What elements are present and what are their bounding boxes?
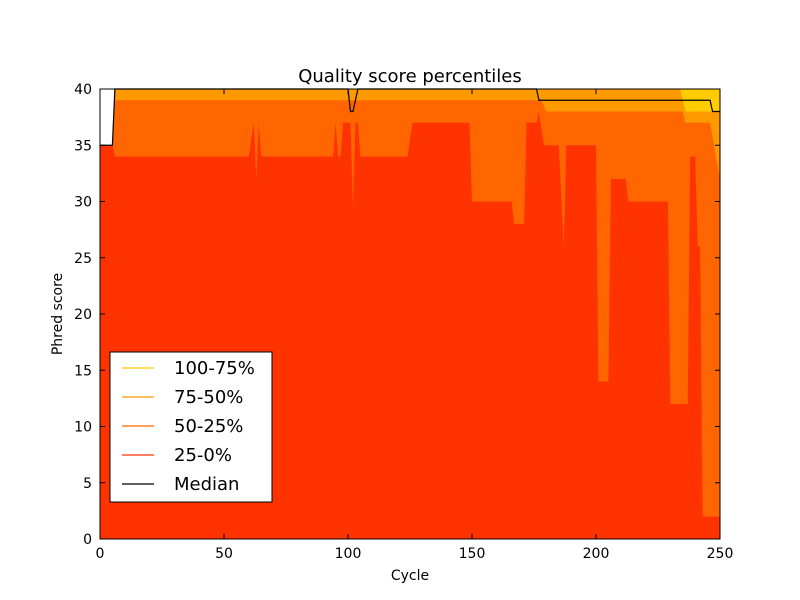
x-tick-label-50: 50: [215, 546, 233, 562]
legend-label-4: Median: [174, 474, 239, 495]
y-tick-label-25: 25: [74, 251, 92, 267]
axis-ticks: 0 50 100 150 200 250 0 5 10 15 20 25 30 35 40: [74, 82, 733, 562]
legend-box: [109, 351, 273, 503]
y-tick-label-35: 35: [74, 138, 92, 154]
y-tick-label-10: 10: [74, 420, 92, 436]
x-tick-label-150: 150: [459, 546, 486, 562]
y-tick-label-30: 30: [74, 195, 92, 211]
x-tick-label-200: 200: [583, 546, 610, 562]
x-tick-label-0: 0: [96, 546, 105, 562]
x-tick-label-100: 100: [335, 546, 362, 562]
legend: 100-75% 75-50% 50-25% 25-0% Median: [109, 351, 273, 503]
legend-label-3: 25-0%: [174, 445, 232, 466]
legend-label-0: 100-75%: [174, 358, 255, 379]
y-axis-label: Phred score: [50, 273, 66, 355]
x-tick-label-250: 250: [707, 546, 734, 562]
chart-title: Quality score percentiles: [298, 66, 522, 87]
y-tick-label-40: 40: [74, 82, 92, 98]
legend-label-2: 50-25%: [174, 416, 243, 437]
y-tick-label-20: 20: [74, 307, 92, 323]
y-tick-label-0: 0: [83, 532, 92, 548]
y-tick-label-15: 15: [74, 363, 92, 379]
x-axis-label: Cycle: [391, 568, 429, 584]
y-tick-label-5: 5: [83, 476, 92, 492]
legend-label-1: 75-50%: [174, 387, 243, 408]
